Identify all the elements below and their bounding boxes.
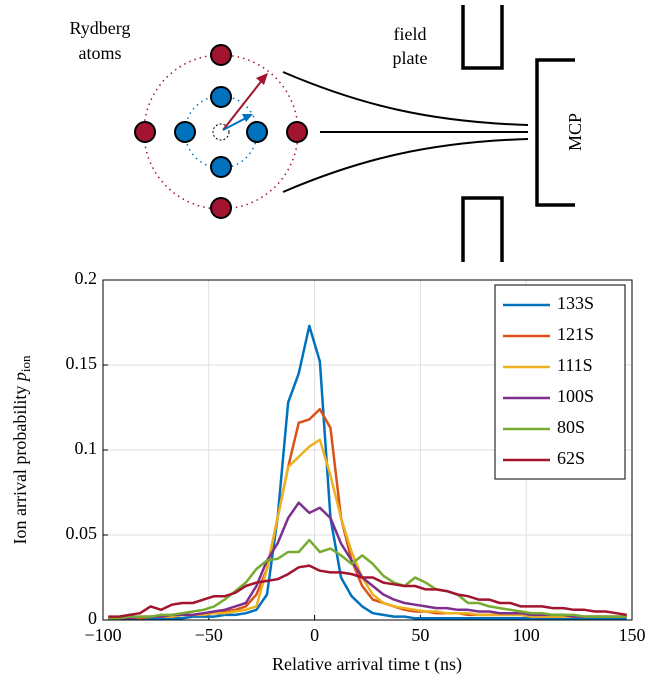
legend-label: 111S xyxy=(557,355,593,375)
arrowhead xyxy=(242,114,253,122)
field-plate xyxy=(461,196,504,262)
legend-label: 133S xyxy=(557,293,594,313)
atom xyxy=(210,44,232,66)
atom xyxy=(134,121,156,143)
atom xyxy=(210,197,232,219)
legend xyxy=(494,284,626,480)
atom xyxy=(286,121,308,143)
y-axis-label: Ion arrival probability pion xyxy=(10,355,33,545)
y-label-subscript: ion xyxy=(18,355,33,372)
mcp xyxy=(535,58,575,207)
x-tick-label: 100 xyxy=(513,625,540,645)
diagram-label: atoms xyxy=(79,43,122,63)
center xyxy=(212,123,230,141)
x-tick-label: 0 xyxy=(310,625,319,645)
series-line xyxy=(108,324,627,620)
y-tick-label: 0.05 xyxy=(66,523,98,543)
atom xyxy=(210,156,232,178)
arrow xyxy=(222,117,247,131)
y-tick-label: 0 xyxy=(88,608,97,628)
diagram xyxy=(134,5,575,262)
diagram-label: Rydberg xyxy=(70,18,131,38)
y-tick-label: 0.1 xyxy=(75,438,98,458)
series-line xyxy=(108,538,627,620)
atoms xyxy=(134,44,308,219)
y-tick-label: 0.15 xyxy=(66,353,98,373)
series-line xyxy=(108,501,627,620)
arrowhead xyxy=(256,73,268,85)
x-tick-label: 150 xyxy=(619,625,646,645)
legend-label: 62S xyxy=(557,448,585,468)
y-label-symbol: p xyxy=(10,372,30,383)
field-line xyxy=(282,71,529,126)
series-line xyxy=(108,564,627,618)
atom xyxy=(174,121,196,143)
diagram-label: MCP xyxy=(565,113,585,151)
x-tick-label: −100 xyxy=(84,625,121,645)
legend-label: 100S xyxy=(557,386,594,406)
diagram-label: plate xyxy=(393,48,428,68)
x-tick-label: 50 xyxy=(411,625,429,645)
y-label-text: Ion arrival probability xyxy=(10,386,30,545)
field-plate xyxy=(461,5,504,70)
atom xyxy=(246,121,268,143)
field-line xyxy=(282,138,529,193)
legend-label: 80S xyxy=(557,417,585,437)
outer-orbit xyxy=(143,54,299,210)
diagram-label: field xyxy=(394,24,427,44)
atom xyxy=(210,86,232,108)
plot-frame xyxy=(102,279,633,621)
y-tick-label: 0.2 xyxy=(75,268,98,288)
legend-label: 121S xyxy=(557,324,594,344)
x-tick-label: −50 xyxy=(195,625,223,645)
x-axis-label: Relative arrival time t (ns) xyxy=(272,654,462,675)
arrow xyxy=(222,78,264,131)
